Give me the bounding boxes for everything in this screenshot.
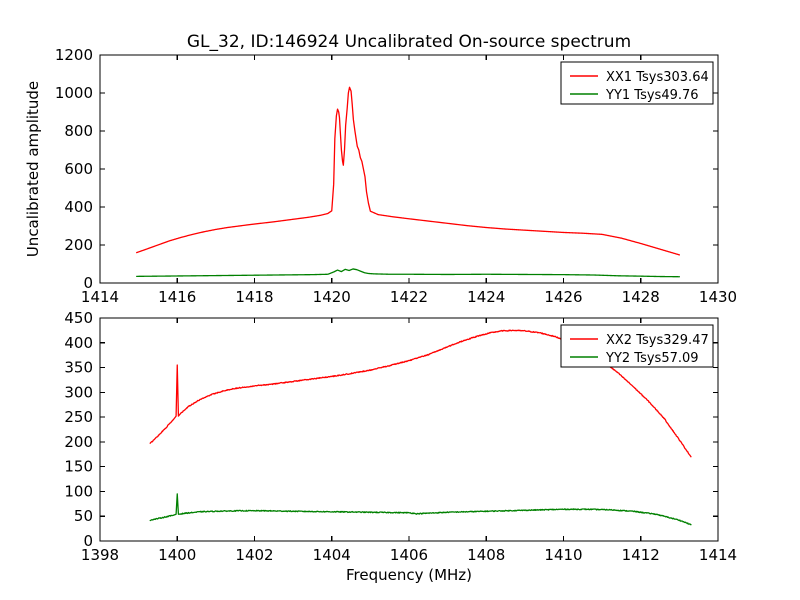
x-tick-label: 1430 [699,288,737,306]
y-tick-label: 400 [64,198,93,216]
series-trace [149,493,692,526]
top-panel-legend: XX1 Tsys303.64 YY1 Tsys49.76 [560,61,714,105]
series-trace [136,268,681,278]
y-tick-label: 200 [64,433,93,451]
y-tick-label: 0 [83,274,93,292]
y-tick-label: 300 [64,383,93,401]
y-tick-label: 150 [64,458,93,476]
x-tick-label: 1398 [81,546,119,564]
y-tick-label: 600 [64,160,93,178]
x-tick-label: 1424 [467,288,505,306]
x-tick-label: 1404 [313,546,351,564]
legend-label-yy2: YY2 Tsys57.09 [605,351,699,366]
x-tick-label: 1400 [158,546,196,564]
x-tick-label: 1418 [235,288,273,306]
x-tick-label: 1410 [544,546,582,564]
x-tick-label: 1428 [622,288,660,306]
y-tick-label: 1200 [55,46,93,64]
legend-label-yy1: YY1 Tsys49.76 [605,88,699,103]
x-tick-label: 1406 [390,546,428,564]
y-tick-label: 350 [64,359,93,377]
x-tick-label: 1426 [544,288,582,306]
bottom-panel-xticks: 1398 1400 1402 1404 1406 1408 1410 1412 1414 [81,318,737,564]
y-tick-label: 450 [64,309,93,327]
x-tick-label: 1416 [158,288,196,306]
top-panel-ylabel: Uncalibrated amplitude [24,81,42,257]
x-tick-label: 1414 [81,288,119,306]
series-trace [136,86,681,256]
top-panel-xticks: 1414 1416 1418 1420 1422 1424 1426 1428 1430 [81,55,737,306]
bottom-panel-legend: XX2 Tsys329.47 YY2 Tsys57.09 [560,324,714,368]
bottom-panel-xlabel: Frequency (MHz) [346,566,472,584]
bottom-panel-yticks: 0 50 100 150 200 250 300 350 400 450 [64,309,718,550]
y-tick-label: 50 [74,507,93,525]
bottom-panel: 1398 1400 1402 1404 1406 1408 1410 1412 1414 0 50… [64,309,737,584]
x-tick-label: 1402 [235,546,273,564]
y-tick-label: 1000 [55,84,93,102]
y-tick-label: 400 [64,334,93,352]
legend-label-xx1: XX1 Tsys303.64 [606,70,709,85]
y-tick-label: 800 [64,122,93,140]
x-tick-label: 1422 [390,288,428,306]
y-tick-label: 0 [83,532,93,550]
top-panel-series [136,86,681,278]
legend-label-xx2: XX2 Tsys329.47 [606,333,709,348]
page-title: GL_32, ID:146924 Uncalibrated On-source … [187,32,631,52]
y-tick-label: 200 [64,236,93,254]
top-panel: GL_32, ID:146924 Uncalibrated On-source … [24,32,737,306]
y-tick-label: 100 [64,482,93,500]
legend-frame-bottom [560,324,714,368]
top-panel-yticks: 0 200 400 600 800 1000 1200 [55,46,718,292]
legend-frame-top [560,61,714,105]
y-tick-label: 250 [64,408,93,426]
x-tick-label: 1408 [467,546,505,564]
x-tick-label: 1420 [313,288,351,306]
x-tick-label: 1414 [699,546,737,564]
x-tick-label: 1412 [622,546,660,564]
